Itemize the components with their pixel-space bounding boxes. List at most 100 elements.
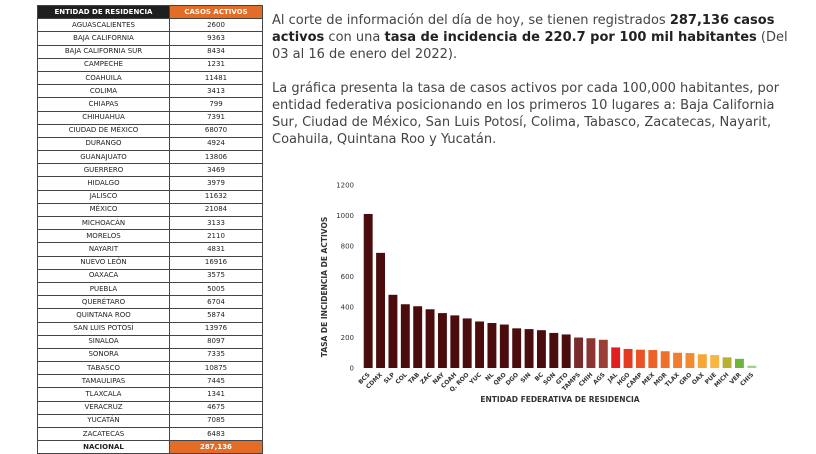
active-cases-cell: 13806 <box>169 150 263 165</box>
state-name-cell: SAN LUIS POTOSÍ <box>37 321 170 336</box>
state-name-cell: CHIAPAS <box>37 97 170 112</box>
active-cases-cell: 6483 <box>169 426 263 442</box>
table-row: MÉXICO 21084 <box>37 202 263 218</box>
state-name-cell: COLIMA <box>37 84 170 99</box>
state-name-cell: SINALOA <box>37 334 170 349</box>
table-row: SINALOA 8097 <box>37 334 263 349</box>
table-row: SAN LUIS POTOSÍ 13976 <box>37 321 263 336</box>
x-tick-label: TAB <box>407 371 421 385</box>
table-row: COAHUILA 11481 <box>37 70 263 86</box>
x-axis-label: ENTIDAD FEDERATIVA DE RESIDENCIA <box>480 395 639 404</box>
summary-text-2: con una <box>324 30 385 45</box>
table-row: CAMPECHE 1231 <box>37 57 263 72</box>
bar <box>648 350 658 368</box>
x-tick-label: SON <box>542 371 557 386</box>
active-cases-cell: 7085 <box>169 413 263 429</box>
bar <box>598 339 608 368</box>
state-name-cell: CHIHUAHUA <box>37 110 170 125</box>
bar <box>697 354 707 368</box>
x-tick-label: YUC <box>468 371 484 387</box>
state-name-cell: SONORA <box>37 347 170 363</box>
bar <box>710 355 720 368</box>
active-cases-cell: 1341 <box>169 387 263 402</box>
bar <box>499 324 509 368</box>
bar <box>611 347 621 368</box>
bar <box>437 313 447 368</box>
bar <box>561 334 571 368</box>
table-row: CHIHUAHUA 7391 <box>37 110 263 125</box>
summary-paragraph: Al corte de información del día de hoy, … <box>272 12 797 63</box>
state-name-cell: CIUDAD DE MÉXICO <box>37 123 170 138</box>
active-cases-cell: 3979 <box>169 176 263 191</box>
table-row: QUERÉTARO 6704 <box>37 295 263 310</box>
active-cases-cell: 21084 <box>169 202 263 218</box>
state-name-cell: COAHUILA <box>37 70 170 86</box>
y-tick-label: 800 <box>341 243 354 251</box>
table-row: JALISCO 11632 <box>37 189 263 204</box>
x-tick-label: NL <box>484 371 495 382</box>
active-cases-cell: 3133 <box>169 215 263 231</box>
state-name-cell: TAMAULIPAS <box>37 374 170 389</box>
active-cases-cell: 6704 <box>169 295 263 310</box>
table-row: NUEVO LEÓN 16916 <box>37 255 263 270</box>
summary-incidence-rate: tasa de incidencia de 220.7 por 100 mil … <box>384 30 757 45</box>
x-tick-label: QRO <box>492 371 507 386</box>
state-name-cell: OAXACA <box>37 268 170 283</box>
active-cases-cell: 1231 <box>169 57 263 72</box>
table-row: AGUASCALIENTES 2600 <box>37 18 263 33</box>
state-name-cell: NAYARIT <box>37 242 170 257</box>
active-cases-cell: 3469 <box>169 163 263 178</box>
state-name-cell: ZACATECAS <box>37 426 170 442</box>
x-tick-label: OAX <box>691 371 706 386</box>
state-name-cell: VERACRUZ <box>37 400 170 415</box>
bar <box>475 321 485 368</box>
active-cases-cell: 13976 <box>169 321 263 336</box>
table-row: TABASCO 10875 <box>37 361 263 376</box>
summary-date-range: (Del 03 al 16 de enero del 2022). <box>272 30 788 62</box>
bar <box>425 309 435 368</box>
x-tick-label: BC <box>534 371 546 383</box>
table-row: YUCATÁN 7085 <box>37 413 263 429</box>
active-cases-cell: 2600 <box>169 18 263 33</box>
state-name-cell: BAJA CALIFORNIA SUR <box>37 44 170 59</box>
x-tick-label: CHIS <box>739 371 755 387</box>
x-tick-label: CHIH <box>578 371 595 388</box>
state-name-cell: AGUASCALIENTES <box>37 18 170 33</box>
bar <box>487 323 497 368</box>
table-row: BAJA CALIFORNIA SUR 8434 <box>37 44 263 59</box>
active-cases-cell: 7391 <box>169 110 263 125</box>
state-name-cell: BAJA CALIFORNIA <box>37 31 170 46</box>
bar <box>673 352 683 368</box>
bar <box>450 315 460 368</box>
table-row: GUANAJUATO 13806 <box>37 150 263 165</box>
active-cases-cell: 4924 <box>169 136 263 152</box>
y-tick-label: 200 <box>341 334 354 342</box>
table-row: TLAXCALA 1341 <box>37 387 263 402</box>
y-tick-label: 1200 <box>336 182 354 190</box>
bar <box>536 330 546 368</box>
active-cases-cell: 8097 <box>169 334 263 349</box>
state-name-cell: QUERÉTARO <box>37 295 170 310</box>
bars-group <box>363 213 757 368</box>
table-header-row: ENTIDAD DE RESIDENCIA CASOS ACTIVOS <box>37 4 263 20</box>
state-name-cell: MÉXICO <box>37 202 170 218</box>
table-row: DURANGO 4924 <box>37 136 263 152</box>
table-row: PUEBLA 5005 <box>37 281 263 297</box>
total-label-cell: NACIONAL <box>37 440 170 454</box>
x-tick-label: ZAC <box>419 371 434 386</box>
active-cases-cell: 799 <box>169 97 263 112</box>
column-header-cases: CASOS ACTIVOS <box>169 4 263 20</box>
table-row: QUINTANA ROO 5874 <box>37 308 263 323</box>
bar <box>524 329 534 368</box>
bar <box>685 353 695 368</box>
active-cases-cell: 7335 <box>169 347 263 363</box>
table-row: NAYARIT 4831 <box>37 242 263 257</box>
table-total-row: NACIONAL 287,136 <box>37 440 263 454</box>
active-cases-cell: 5005 <box>169 281 263 297</box>
table-row: VERACRUZ 4675 <box>37 400 263 415</box>
y-tick-label: 1000 <box>336 212 354 220</box>
active-cases-cell: 10875 <box>169 361 263 376</box>
state-name-cell: QUINTANA ROO <box>37 308 170 323</box>
state-name-cell: DURANGO <box>37 136 170 152</box>
y-axis-label: TASA DE INCIDENCIA DE ACTIVOS <box>320 217 329 357</box>
